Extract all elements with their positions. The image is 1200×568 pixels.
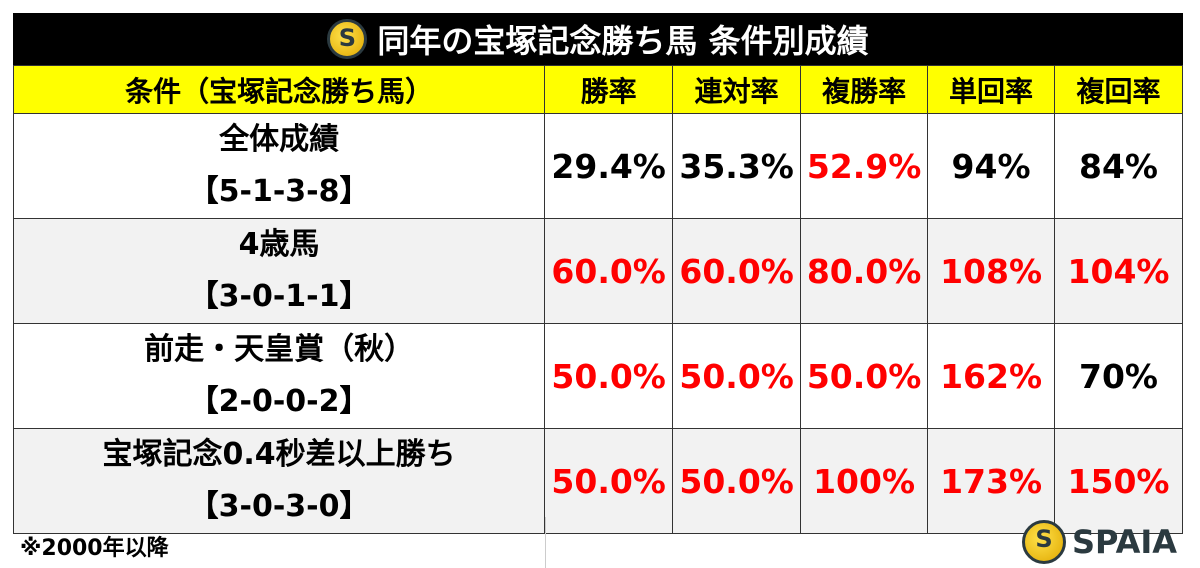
brand-name: SPAIA [1072,523,1177,561]
condition-label: 前走・天皇賞（秋） [144,332,415,367]
condition-cell: 全体成績【5-1-3-8】 [12,113,546,219]
value-cell: 50.0% [544,428,674,534]
header-row: 条件（宝塚記念勝ち馬） 勝率 連対率 複勝率 単回率 複回率 [12,65,1183,114]
table-row: 宝塚記念0.4秒差以上勝ち 【3-0-3-0】 50.0% 50.0% 100% 173%… [12,428,1183,534]
spaia-logo-icon [327,19,368,59]
title-text: 同年の宝塚記念勝ち馬 条件別成績 [377,22,869,60]
record: 【5-1-3-8】 [188,174,370,209]
header-quinella-rate: 連対率 [672,65,802,114]
table-row: 全体成績 【5-1-3-8】 29.4% 35.3% 52.9% 94% 84% [12,113,1183,219]
condition-cell: 前走・天皇賞（秋） 【2-0-0-2】 [12,323,546,429]
header-show-return: 複回率 [1054,65,1183,114]
value-cell: 50.0% [544,323,674,429]
spaia-logo-icon [1022,520,1066,564]
value-cell: 150% [1054,428,1183,534]
value-cell: 80.0% [800,218,929,324]
table-row: 前走・天皇賞（秋） 【2-0-0-2】 50.0% 50.0% 50.0% 162% 70% [12,323,1183,429]
divider [545,517,546,568]
value-cell: 35.3% [672,113,802,219]
value-cell: 60.0% [672,218,802,324]
brand-logo: SPAIA [1022,520,1177,564]
stats-table: 条件（宝塚記念勝ち馬） 勝率 連対率 複勝率 単回率 複回率 全体成績【5-1-… [12,65,1183,534]
value-cell: 100% [800,428,929,534]
value-cell: 50.0% [800,323,929,429]
condition-label: 4歳馬 [238,227,320,262]
value-cell: 84% [1054,113,1183,219]
record: 【3-0-3-0】 [188,489,370,524]
condition-label: 全体成績 [219,122,340,157]
value-cell: 60.0% [544,218,674,324]
value-cell: 108% [927,218,1056,324]
title-bar: 同年の宝塚記念勝ち馬 条件別成績 [13,13,1183,65]
footnote: ※2000年以降 [20,536,169,561]
record: 【2-0-0-2】 [188,384,370,419]
header-win-rate: 勝率 [544,65,674,114]
value-cell: 94% [927,113,1056,219]
value-cell: 104% [1054,218,1183,324]
record: 【3-0-1-1】 [188,279,370,314]
header-win-return: 単回率 [927,65,1056,114]
table-row: 4歳馬 【3-0-1-1】 60.0% 60.0% 80.0% 108% 104% [12,218,1183,324]
header-condition: 条件（宝塚記念勝ち馬） [12,65,546,114]
value-cell: 162% [927,323,1056,429]
condition-cell: 宝塚記念0.4秒差以上勝ち 【3-0-3-0】 [12,428,546,534]
header-show-rate: 複勝率 [800,65,929,114]
value-cell: 70% [1054,323,1183,429]
value-cell: 50.0% [672,428,802,534]
condition-cell: 4歳馬【3-0-1-1】 [12,218,546,324]
condition-label: 宝塚記念0.4秒差以上勝ち [102,437,456,472]
value-cell: 50.0% [672,323,802,429]
value-cell: 29.4% [544,113,674,219]
value-cell: 52.9% [800,113,929,219]
value-cell: 173% [927,428,1056,534]
